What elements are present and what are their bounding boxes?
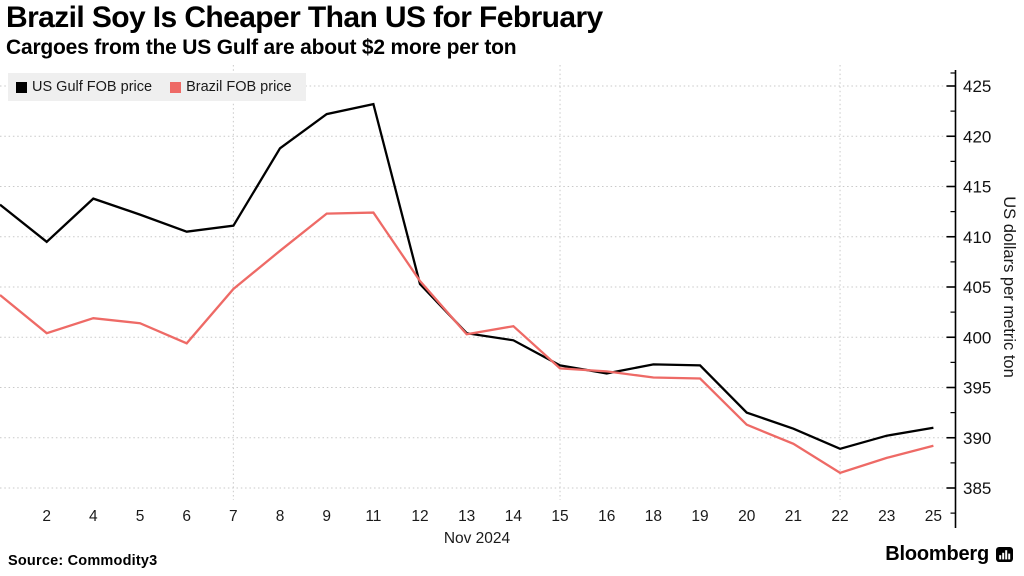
y-tick-label: 420 bbox=[963, 127, 991, 146]
y-tick-label: 390 bbox=[963, 429, 991, 448]
x-axis-month-label: Nov 2024 bbox=[444, 530, 511, 547]
x-tick-label: 11 bbox=[365, 508, 381, 525]
x-tick-label: 16 bbox=[598, 508, 615, 525]
y-tick-label: 425 bbox=[963, 77, 991, 96]
x-tick-label: 13 bbox=[458, 508, 475, 525]
x-tick-label: 6 bbox=[182, 508, 191, 525]
bloomberg-wordmark: Bloomberg bbox=[885, 543, 989, 565]
x-tick-label: 9 bbox=[322, 508, 331, 525]
legend-item-us-gulf[interactable]: US Gulf FOB price bbox=[16, 79, 152, 95]
brazil-price-line bbox=[0, 211, 934, 475]
x-tick-label: 20 bbox=[738, 508, 756, 525]
us-gulf-series-swatch-icon bbox=[16, 81, 27, 93]
brazil-series-swatch-icon bbox=[170, 81, 182, 93]
bloomberg-chart-bubble-icon bbox=[996, 547, 1013, 562]
y-tick-label: 385 bbox=[963, 479, 991, 498]
x-tick-label: 23 bbox=[878, 508, 895, 525]
x-tick-label: 2 bbox=[42, 508, 51, 525]
x-tick-label: 14 bbox=[505, 508, 523, 525]
x-tick-label: 5 bbox=[136, 508, 145, 525]
x-tick-label: 8 bbox=[276, 508, 285, 525]
page-subtitle: Cargoes from the US Gulf are about $2 mo… bbox=[6, 36, 517, 59]
x-tick-label: 7 bbox=[229, 508, 238, 525]
y-tick-label: 415 bbox=[963, 178, 991, 197]
source-credit: Source: Commodity3 bbox=[8, 553, 158, 569]
y-tick-label: 400 bbox=[963, 328, 991, 347]
x-tick-label: 25 bbox=[925, 508, 942, 525]
y-tick-label: 410 bbox=[963, 228, 991, 247]
us-gulf-price-line bbox=[0, 102, 934, 451]
x-tick-label: 12 bbox=[411, 508, 428, 525]
x-tick-label: 21 bbox=[785, 508, 802, 525]
legend-label-us-gulf: US Gulf FOB price bbox=[32, 79, 153, 95]
y-axis-title: US dollars per metric ton bbox=[1000, 196, 1018, 378]
legend-label-brazil: Brazil FOB price bbox=[186, 79, 292, 95]
x-tick-label: 4 bbox=[89, 508, 98, 525]
legend-item-brazil[interactable]: Brazil FOB price bbox=[170, 79, 292, 95]
y-tick-label: 405 bbox=[963, 278, 991, 297]
page-title: Brazil Soy Is Cheaper Than US for Februa… bbox=[6, 1, 603, 34]
x-tick-label: 22 bbox=[831, 508, 848, 525]
chart-legend: US Gulf FOB price Brazil FOB price bbox=[8, 73, 306, 101]
x-tick-label: 18 bbox=[645, 508, 662, 525]
x-tick-label: 19 bbox=[691, 508, 708, 525]
bloomberg-brand: Bloomberg bbox=[885, 543, 1014, 566]
y-tick-label: 395 bbox=[963, 379, 991, 398]
x-tick-label: 15 bbox=[551, 508, 568, 525]
